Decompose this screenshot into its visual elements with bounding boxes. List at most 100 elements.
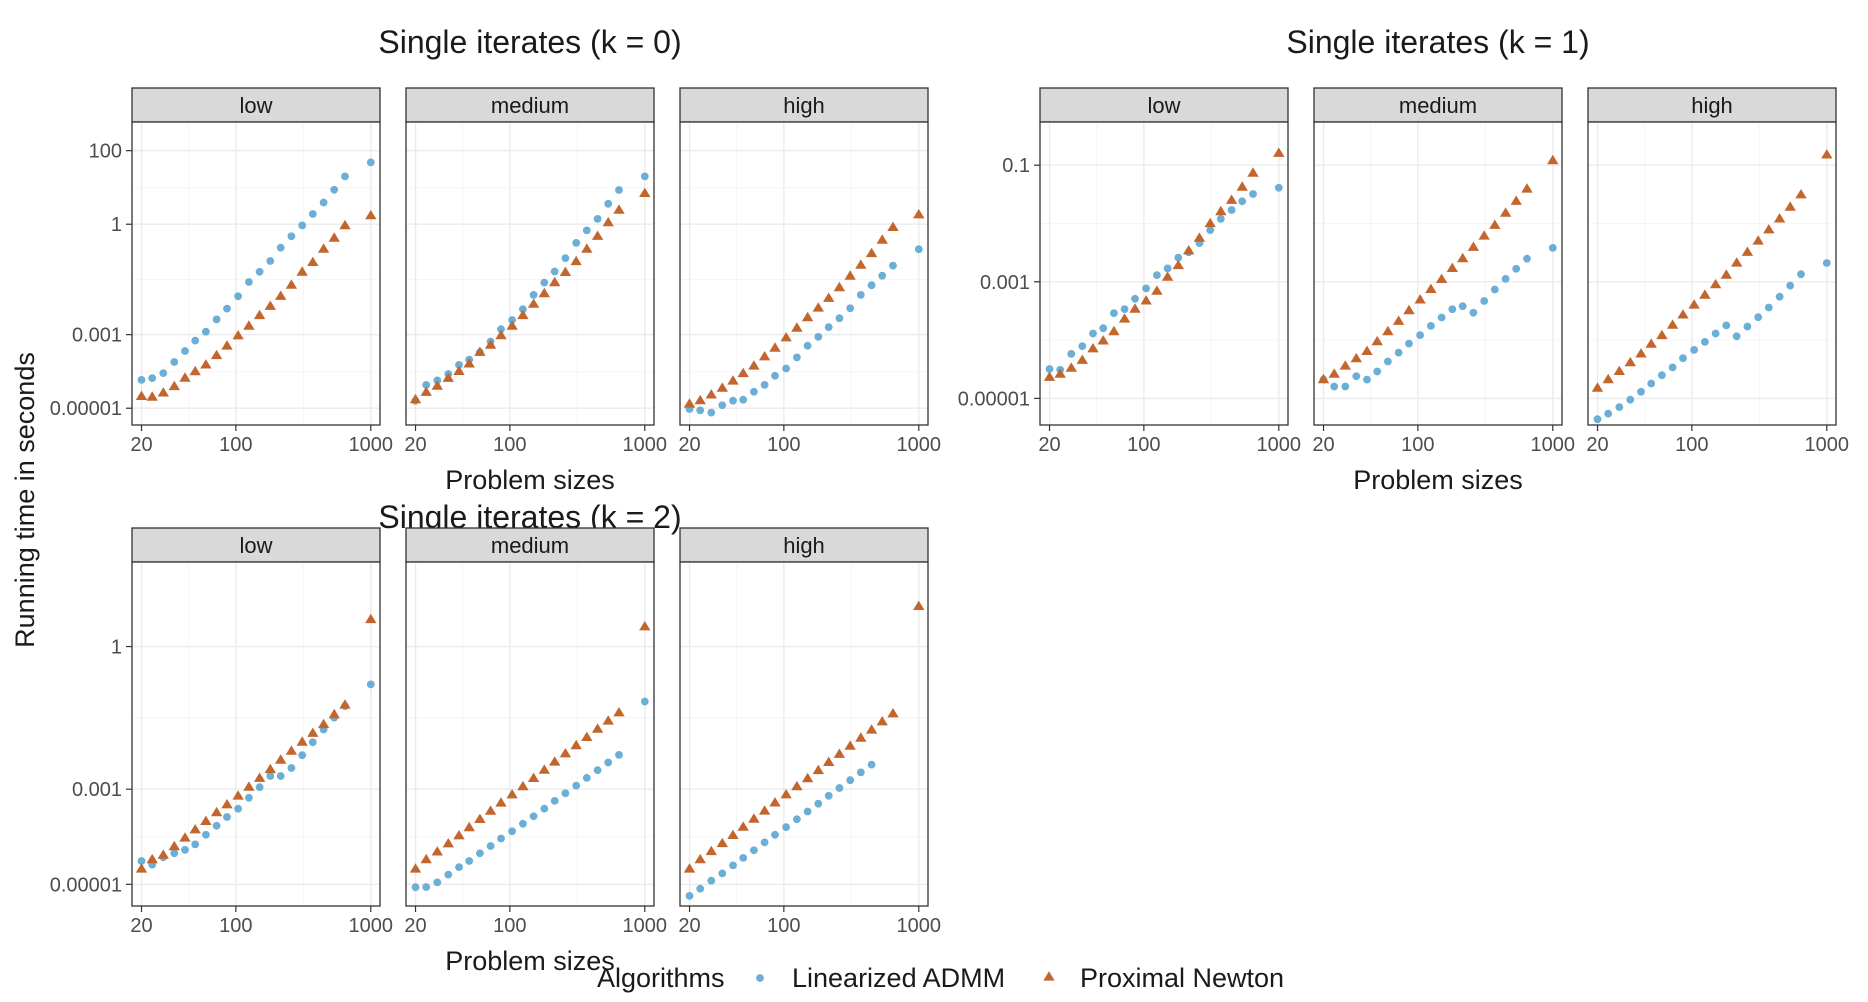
y-tick-label: 100 (89, 141, 122, 163)
point-proximal-newton (1392, 315, 1405, 325)
point-proximal-newton (189, 824, 201, 834)
point-linearized-admm (1352, 372, 1361, 381)
point-linearized-admm (191, 336, 200, 345)
point-linearized-admm (540, 278, 549, 287)
point-proximal-newton (253, 309, 266, 320)
point-proximal-newton (1467, 241, 1480, 251)
point-proximal-newton (705, 845, 717, 856)
point-proximal-newton (683, 863, 696, 873)
chart-title: Single iterates (k = 1) (1286, 24, 1589, 60)
point-proximal-newton (1499, 207, 1512, 217)
point-linearized-admm (1206, 226, 1215, 235)
point-linearized-admm (739, 395, 748, 404)
panel-medium: medium 20 100 1000 (1312, 87, 1575, 456)
point-linearized-admm (739, 854, 748, 862)
point-proximal-newton (1382, 325, 1394, 336)
point-proximal-newton (1215, 205, 1227, 216)
facet-strip (679, 87, 929, 123)
point-proximal-newton (559, 748, 572, 758)
point-linearized-admm (1637, 387, 1645, 396)
facet-strip-label: medium (1399, 93, 1477, 118)
point-proximal-newton (801, 311, 814, 322)
point-proximal-newton (1709, 278, 1722, 289)
panel-border (679, 561, 929, 907)
y-tick-label: 0.00001 (50, 874, 122, 896)
facet-strip (1313, 87, 1563, 123)
point-linearized-admm (824, 791, 833, 800)
point-linearized-admm (729, 861, 737, 870)
point-linearized-admm (615, 751, 623, 759)
point-proximal-newton (1076, 354, 1088, 364)
point-linearized-admm (771, 371, 779, 380)
y-tick-label: 1 (111, 214, 122, 236)
point-proximal-newton (812, 302, 824, 312)
point-proximal-newton (758, 351, 771, 361)
point-linearized-admm (718, 401, 727, 410)
point-proximal-newton (1784, 201, 1796, 211)
x-tick-label: 100 (1675, 434, 1708, 456)
point-proximal-newton (232, 790, 244, 800)
legend: Algorithms Linearized ADMM Proximal Newton (597, 963, 1284, 993)
x-tick-label: 20 (404, 915, 426, 937)
facet-strip (405, 87, 655, 123)
point-proximal-newton (913, 209, 925, 219)
point-proximal-newton (1414, 294, 1426, 304)
panel-high: high 20 100 1000 (678, 527, 942, 937)
panel-border (131, 561, 381, 907)
point-proximal-newton (581, 731, 593, 741)
chart-title: Single iterates (k = 0) (378, 24, 681, 60)
point-linearized-admm (1227, 206, 1236, 214)
facet-strip-label: medium (491, 93, 569, 118)
point-linearized-admm (824, 323, 833, 331)
point-proximal-newton (1097, 335, 1109, 345)
point-linearized-admm (202, 830, 210, 839)
point-proximal-newton (769, 797, 781, 807)
point-proximal-newton (157, 849, 169, 859)
point-linearized-admm (760, 381, 769, 389)
point-linearized-admm (1658, 371, 1666, 380)
point-linearized-admm (422, 883, 431, 891)
point-linearized-admm (266, 772, 275, 780)
panel-medium: medium 20 100 1000 (404, 527, 667, 937)
facet-strip-label: high (783, 533, 825, 558)
point-linearized-admm (1647, 379, 1656, 388)
point-proximal-newton (1489, 219, 1501, 229)
point-proximal-newton (1425, 283, 1437, 293)
x-tick-label: 1000 (897, 915, 942, 937)
point-proximal-newton (243, 781, 255, 791)
point-linearized-admm (640, 697, 649, 706)
point-proximal-newton (844, 270, 856, 280)
point-proximal-newton (1688, 299, 1700, 309)
x-tick-label: 100 (767, 434, 800, 456)
point-proximal-newton (1613, 365, 1625, 375)
point-proximal-newton (1172, 259, 1184, 270)
point-linearized-admm (793, 815, 801, 824)
point-proximal-newton (243, 320, 255, 330)
point-linearized-admm (1373, 367, 1382, 376)
point-linearized-admm (137, 376, 146, 384)
point-linearized-admm (1786, 281, 1795, 290)
point-proximal-newton (506, 789, 518, 799)
point-proximal-newton (1225, 194, 1238, 204)
point-proximal-newton (570, 255, 582, 266)
panel-border (405, 121, 655, 426)
point-linearized-admm (914, 245, 923, 254)
point-linearized-admm (1437, 313, 1446, 322)
panel-border (405, 561, 655, 907)
point-linearized-admm (718, 869, 727, 878)
point-linearized-admm (212, 821, 221, 830)
point-linearized-admm (202, 327, 210, 336)
point-proximal-newton (833, 281, 846, 292)
point-proximal-newton (613, 707, 625, 717)
point-linearized-admm (540, 804, 549, 813)
point-proximal-newton (484, 339, 497, 349)
point-proximal-newton (179, 372, 191, 382)
point-linearized-admm (593, 766, 602, 775)
x-tick-label: 1000 (623, 434, 668, 456)
point-proximal-newton (442, 838, 454, 848)
point-proximal-newton (823, 292, 835, 302)
point-proximal-newton (1193, 232, 1206, 242)
point-linearized-admm (561, 789, 570, 798)
point-proximal-newton (495, 797, 507, 807)
point-proximal-newton (474, 346, 486, 356)
